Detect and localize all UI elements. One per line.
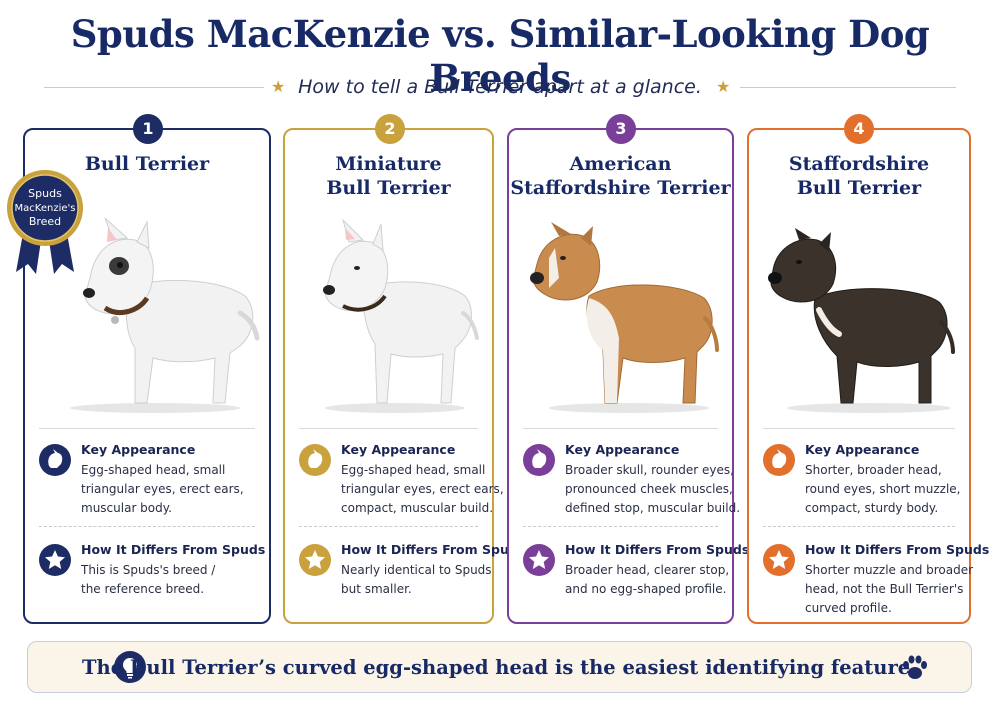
star-icon — [523, 544, 555, 576]
badge-line-2: MacKenzie's — [15, 203, 76, 214]
dog-head-icon — [39, 444, 71, 476]
card-number-badge: 3 — [606, 114, 636, 144]
miniature-bull-terrier-image — [323, 218, 479, 413]
spuds-breed-ribbon-badge: Spuds MacKenzie's Breed — [7, 170, 83, 274]
section-divider — [763, 526, 955, 527]
breed-card-american-staffordshire-terrier: 3 American Staffordshire Terrier Key Appe… — [507, 114, 749, 624]
section-divider — [39, 526, 255, 527]
breed-card-miniature-bull-terrier: 2 Miniature Bull Terrier Key Appearance E… — [283, 114, 525, 624]
dog-head-icon — [299, 444, 331, 476]
dog-head-icon — [523, 444, 555, 476]
appearance-text: Broader skull, rounder eyes, pronounced c… — [565, 463, 741, 515]
card-number-badge: 4 — [844, 114, 874, 144]
subtitle-row: ★ How to tell a Bull Terrier apart at a … — [0, 74, 1000, 102]
breed-name: American Staffordshire Terrier — [510, 153, 731, 199]
appearance-text: Egg-shaped head, small triangular eyes, e… — [341, 463, 504, 515]
section-divider — [299, 428, 478, 429]
paw-print-icon — [903, 655, 927, 679]
star-icon — [299, 544, 331, 576]
section-heading: Key Appearance — [81, 442, 196, 457]
appearance-text: Egg-shaped head, small triangular eyes, e… — [81, 463, 244, 515]
star-icon: ★ — [716, 77, 731, 96]
subtitle: How to tell a Bull Terrier apart at a gl… — [298, 76, 702, 98]
section-heading: Key Appearance — [341, 442, 456, 457]
section-heading: Key Appearance — [805, 442, 920, 457]
differs-text: Nearly identical to Spuds but smaller. — [341, 563, 492, 596]
breed-name: Staffordshire Bull Terrier — [788, 153, 930, 199]
section-heading: How It Differs From Spuds — [341, 542, 526, 557]
badge-line-3: Breed — [29, 215, 61, 228]
bull-terrier-image — [70, 218, 260, 413]
section-heading: How It Differs From Spuds — [805, 542, 990, 557]
breed-card-staffordshire-bull-terrier: 4 Staffordshire Bull Terrier Key Appearan… — [747, 114, 989, 624]
breed-name: Miniature Bull Terrier — [326, 153, 451, 199]
breed-name: Bull Terrier — [84, 153, 210, 175]
section-heading: How It Differs From Spuds — [81, 542, 266, 557]
banner-text: The Bull Terrier’s curved egg-shaped hea… — [82, 656, 917, 679]
differs-text: Shorter muzzle and broader head, not the … — [805, 563, 974, 615]
section-divider — [39, 428, 255, 429]
page-title: Spuds MacKenzie vs. Similar-Looking Dog … — [70, 12, 930, 100]
lightbulb-icon — [114, 651, 146, 683]
card-number-badge: 2 — [375, 114, 405, 144]
section-heading: How It Differs From Spuds — [565, 542, 750, 557]
star-icon: ★ — [271, 77, 286, 96]
appearance-text: Shorter, broader head, round eyes, short … — [805, 463, 961, 515]
star-icon — [763, 544, 795, 576]
staffordshire-bull-terrier-image — [768, 228, 955, 413]
dog-head-icon — [763, 444, 795, 476]
badge-line-1: Spuds — [28, 187, 62, 200]
subtitle-divider-left — [44, 87, 264, 88]
subtitle-divider-right — [740, 87, 956, 88]
section-divider — [299, 526, 478, 527]
star-icon — [39, 544, 71, 576]
american-staffordshire-terrier-image — [530, 222, 719, 413]
section-divider — [523, 526, 718, 527]
differs-text: This is Spuds's breed / the reference bre… — [81, 563, 216, 596]
card-number-badge: 1 — [133, 114, 163, 144]
section-divider — [523, 428, 718, 429]
section-divider — [763, 428, 955, 429]
section-heading: Key Appearance — [565, 442, 680, 457]
differs-text: Broader head, clearer stop, and no egg-sh… — [565, 563, 730, 596]
key-tip-banner: The Bull Terrier’s curved egg-shaped hea… — [27, 641, 972, 693]
